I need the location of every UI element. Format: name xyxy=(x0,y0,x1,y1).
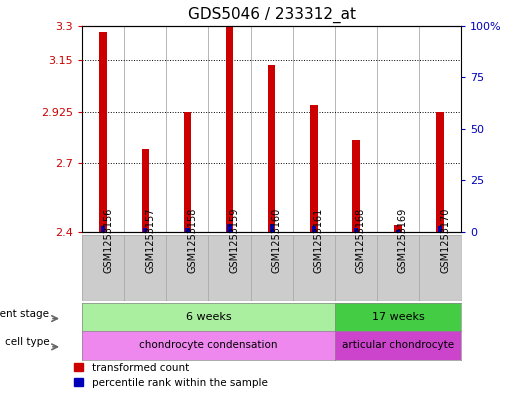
Bar xyxy=(227,224,232,232)
Bar xyxy=(438,226,442,232)
Text: GSM1253169: GSM1253169 xyxy=(398,208,408,273)
Bar xyxy=(310,105,317,232)
Text: GSM1253170: GSM1253170 xyxy=(440,208,450,273)
Bar xyxy=(352,140,360,232)
Text: development stage: development stage xyxy=(0,309,49,319)
Text: GSM1253159: GSM1253159 xyxy=(229,208,240,273)
Legend: transformed count, percentile rank within the sample: transformed count, percentile rank withi… xyxy=(74,363,268,388)
Text: GSM1253156: GSM1253156 xyxy=(103,208,113,273)
Bar xyxy=(143,228,147,232)
Bar xyxy=(396,230,400,232)
Bar xyxy=(142,149,149,232)
Text: GSM1253168: GSM1253168 xyxy=(356,208,366,273)
Text: cell type: cell type xyxy=(5,337,49,347)
Bar xyxy=(268,64,276,232)
Text: GSM1253157: GSM1253157 xyxy=(145,208,155,273)
Text: 17 weeks: 17 weeks xyxy=(372,312,425,322)
Bar xyxy=(394,225,402,232)
Bar xyxy=(186,228,190,232)
Text: chondrocyte condensation: chondrocyte condensation xyxy=(139,340,278,351)
Text: GSM1253158: GSM1253158 xyxy=(188,208,197,273)
Bar xyxy=(101,226,105,232)
Bar xyxy=(100,32,107,232)
Bar xyxy=(183,112,191,232)
Bar xyxy=(226,26,233,232)
Bar xyxy=(312,226,316,232)
Text: GSM1253160: GSM1253160 xyxy=(271,208,281,273)
Title: GDS5046 / 233312_at: GDS5046 / 233312_at xyxy=(188,7,356,23)
Bar xyxy=(270,224,273,232)
Bar xyxy=(354,228,358,232)
Text: GSM1253161: GSM1253161 xyxy=(314,208,324,273)
Text: articular chondrocyte: articular chondrocyte xyxy=(342,340,454,351)
Bar xyxy=(436,112,444,232)
Text: 6 weeks: 6 weeks xyxy=(186,312,231,322)
